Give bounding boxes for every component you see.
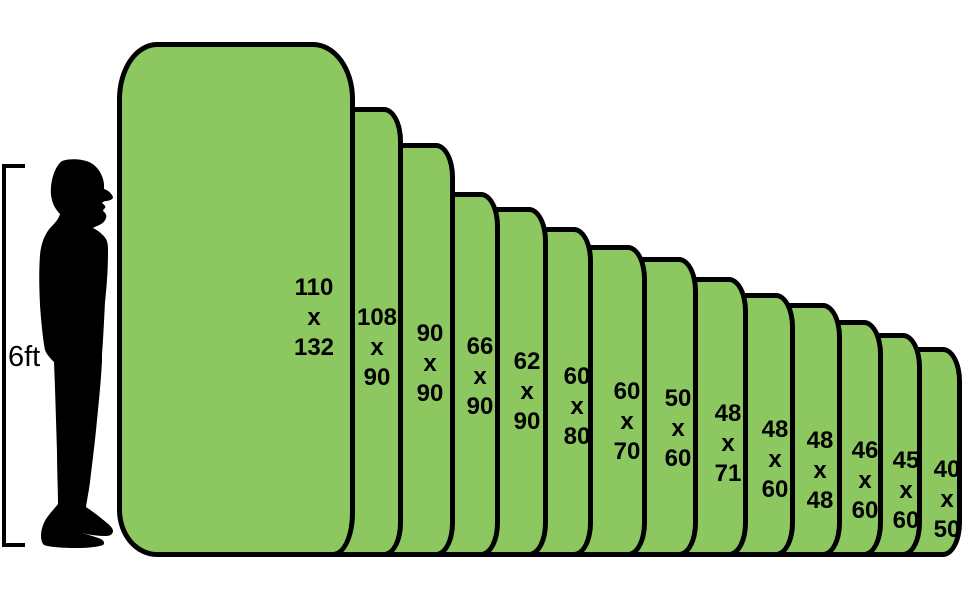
size-width-value: 48 xyxy=(714,400,742,427)
size-separator: x xyxy=(899,477,913,504)
size-width-value: 66 xyxy=(466,333,494,360)
size-separator: x xyxy=(570,393,584,420)
size-label: 62 x 90 xyxy=(492,347,562,437)
person-silhouette xyxy=(39,159,113,548)
size-label: 60 x 80 xyxy=(542,362,612,452)
size-label: 108 x 90 xyxy=(342,303,412,393)
size-label: 50 x 60 xyxy=(643,384,713,474)
size-height-value: 70 xyxy=(613,438,641,465)
size-height-value: 48 xyxy=(806,487,834,514)
size-label: 48 x 48 xyxy=(785,426,855,516)
size-label: 40 x 50 xyxy=(912,455,970,545)
size-height-value: 90 xyxy=(363,364,391,391)
size-height-value: 90 xyxy=(416,380,444,407)
size-separator: x xyxy=(721,430,735,457)
size-label: 45 x 60 xyxy=(871,446,941,536)
size-separator: x xyxy=(671,415,685,442)
size-separator: x xyxy=(768,446,782,473)
size-separator: x xyxy=(370,334,384,361)
size-height-value: 132 xyxy=(293,334,335,361)
size-width-value: 108 xyxy=(356,304,398,331)
size-width-value: 110 xyxy=(294,274,334,301)
size-separator: x xyxy=(473,363,487,390)
size-height-value: 71 xyxy=(714,460,742,487)
size-width-value: 60 xyxy=(613,378,641,405)
size-height-value: 60 xyxy=(664,445,692,472)
size-rectangle: 110 x 132 xyxy=(117,42,355,557)
size-separator: x xyxy=(620,408,634,435)
size-label: 66 x 90 xyxy=(445,332,515,422)
size-height-value: 90 xyxy=(513,408,541,435)
size-width-value: 40 xyxy=(933,456,961,483)
size-separator: x xyxy=(520,378,534,405)
size-height-value: 50 xyxy=(933,516,961,543)
size-separator: x xyxy=(940,486,954,513)
size-label: 48 x 60 xyxy=(740,415,810,505)
size-width-value: 45 xyxy=(892,447,920,474)
size-label: 60 x 70 xyxy=(592,377,662,467)
bracket-vertical-line xyxy=(2,164,6,547)
size-label: 46 x 60 xyxy=(830,436,900,526)
size-width-value: 48 xyxy=(761,416,789,443)
size-width-value: 62 xyxy=(513,348,541,375)
size-width-value: 50 xyxy=(664,385,692,412)
size-width-value: 90 xyxy=(416,320,444,347)
size-separator: x xyxy=(423,350,437,377)
size-height-value: 90 xyxy=(466,393,494,420)
size-label: 90 x 90 xyxy=(395,319,465,409)
size-height-value: 80 xyxy=(563,423,591,450)
size-label: 110 x 132 xyxy=(279,273,349,363)
size-label: 48 x 71 xyxy=(693,399,763,489)
size-height-value: 60 xyxy=(851,497,879,524)
bracket-top-tick xyxy=(2,164,25,168)
size-height-value: 60 xyxy=(892,507,920,534)
size-height-value: 60 xyxy=(761,476,789,503)
size-width-value: 48 xyxy=(806,427,834,454)
size-separator: x xyxy=(307,304,321,331)
size-separator: x xyxy=(858,467,872,494)
height-label: 6ft xyxy=(8,341,41,373)
size-width-value: 60 xyxy=(563,363,591,390)
size-width-value: 46 xyxy=(851,437,879,464)
size-separator: x xyxy=(813,457,827,484)
bracket-bottom-tick xyxy=(2,543,25,547)
